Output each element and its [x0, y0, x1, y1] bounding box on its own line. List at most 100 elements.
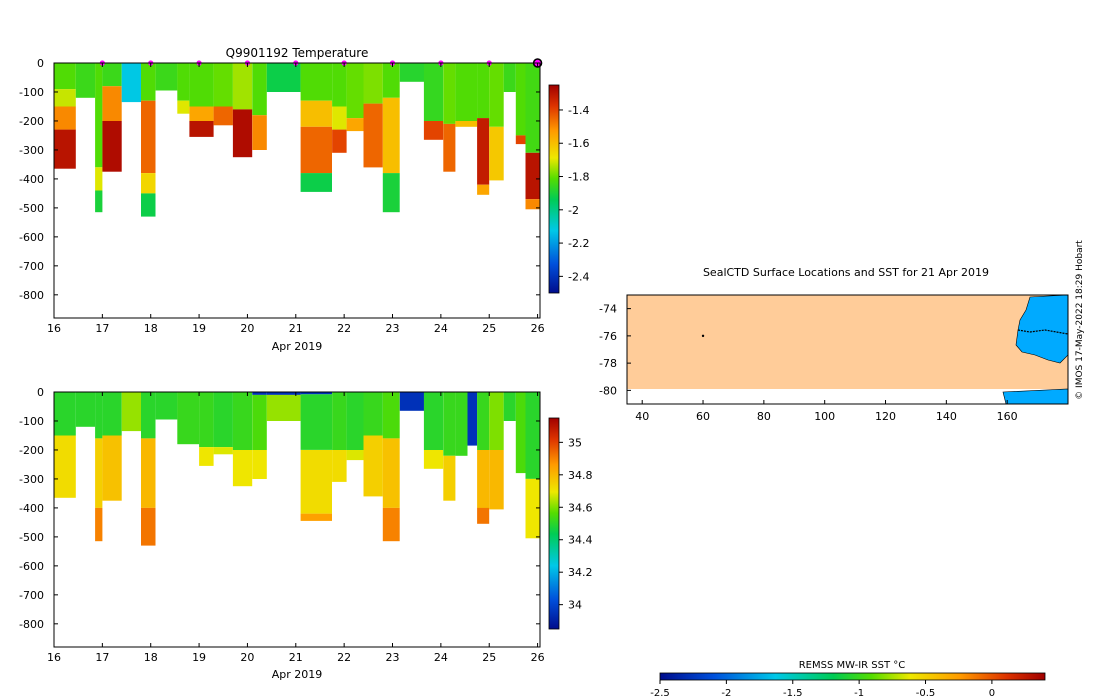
map-x-tick-label: 140: [936, 410, 957, 423]
temp-colorbar-tick-label: -1.8: [568, 171, 589, 184]
sst-colorbar-frame: [659, 672, 1046, 681]
map-panel: SealCTD Surface Locations and SST for 21…: [599, 266, 1069, 699]
sal-cell: [252, 392, 267, 395]
sal-cell: [95, 438, 103, 508]
temp-cell: [382, 173, 400, 213]
salinity-heatmap: [54, 392, 540, 546]
sal-cell: [477, 507, 490, 524]
sal-cell: [363, 435, 383, 497]
sal-cell: [489, 450, 504, 510]
sst-colorbar-ticks: -2.5 -2 -1.5 -1 -0.5 0: [650, 680, 995, 699]
sal-cell: [102, 392, 122, 436]
map-sst-field: [627, 295, 1068, 389]
map-ice-edge-track: [1017, 329, 1069, 335]
temp-cell: [177, 100, 190, 114]
temp-x-tick-label: 16: [47, 322, 61, 335]
temp-cell: [95, 167, 103, 191]
sal-cell: [300, 450, 332, 514]
map-y-tick-label: -76: [599, 330, 617, 343]
temp-cell: [382, 97, 400, 174]
sal-x-tick-label: 17: [95, 651, 109, 664]
temp-y-tick-label: -200: [19, 115, 44, 128]
temperature-x-ticks: 16 17 18 19 20 21 22 23 24 25 26: [47, 63, 545, 335]
temp-y-tick-label: -300: [19, 144, 44, 157]
salinity-xlabel: Apr 2019: [272, 668, 323, 681]
sal-cell: [525, 392, 540, 479]
temp-cell: [189, 106, 214, 121]
map-y-ticks: -74 -76 -78 -80: [599, 303, 631, 397]
temp-y-tick-label: -700: [19, 260, 44, 273]
sal-x-tick-label: 21: [289, 651, 303, 664]
temp-cell: [54, 89, 76, 107]
sal-cell: [141, 507, 156, 546]
temp-cell: [300, 100, 332, 127]
temp-cell: [252, 63, 267, 116]
sal-colorbar-tick-label: 35: [568, 436, 582, 449]
map-x-tick-label: 160: [997, 410, 1018, 423]
temp-cell: [300, 63, 332, 101]
sal-colorbar-tick-label: 34: [568, 599, 582, 612]
temp-x-tick-label: 26: [531, 322, 545, 335]
temp-cell: [102, 86, 122, 121]
salinity-y-ticks: 0 -100 -200 -300 -400 -500 -600 -700 -800: [19, 386, 540, 631]
temperature-panel: Q9901192 Temperature 16 17 18 19 20 21 22 23 24 2…: [19, 46, 589, 353]
temp-cell: [332, 63, 347, 107]
sal-x-tick-label: 22: [337, 651, 351, 664]
sal-cell: [213, 447, 233, 455]
temp-cell: [477, 63, 490, 119]
map-title: SealCTD Surface Locations and SST for 21…: [703, 266, 989, 279]
temp-y-tick-label: -100: [19, 86, 44, 99]
map-x-ticks: 40 60 80 100 120 140 160: [635, 400, 1018, 423]
sal-x-tick-label: 16: [47, 651, 61, 664]
temp-y-tick-label: -800: [19, 289, 44, 302]
temp-cell: [177, 63, 190, 101]
temp-x-tick-label: 20: [240, 322, 254, 335]
sal-cell: [141, 392, 156, 439]
temp-cell: [515, 63, 526, 136]
sal-y-tick-label: -600: [19, 560, 44, 573]
temp-cell: [266, 63, 301, 92]
temp-colorbar-tick-label: -2.2: [568, 237, 589, 250]
sal-cell: [252, 394, 267, 450]
sal-cell: [443, 455, 456, 501]
sal-cell: [54, 435, 76, 498]
temp-cell: [141, 100, 156, 174]
temp-cell: [489, 63, 504, 127]
temp-cell: [477, 118, 490, 185]
temp-cell: [121, 63, 141, 103]
temp-cell: [252, 115, 267, 150]
temp-x-tick-label: 24: [434, 322, 448, 335]
sal-y-tick-label: 0: [37, 386, 44, 399]
temp-x-tick-label: 25: [482, 322, 496, 335]
sal-cell: [121, 392, 141, 432]
map-x-tick-label: 40: [635, 410, 649, 423]
sal-y-tick-label: -500: [19, 531, 44, 544]
sal-y-tick-label: -100: [19, 415, 44, 428]
temp-cell: [525, 152, 540, 200]
sst-colorbar-tick-label: -0.5: [916, 688, 936, 699]
sal-cell: [477, 450, 490, 508]
temp-cell: [382, 63, 400, 98]
temp-cell: [54, 106, 76, 130]
sal-cell: [382, 507, 400, 542]
map-y-tick-label: -78: [599, 357, 617, 370]
temp-cell: [300, 126, 332, 174]
map-seal-locations: [701, 334, 705, 338]
temp-colorbar-tick-label: -1.4: [568, 104, 589, 117]
temp-y-tick-label: -400: [19, 173, 44, 186]
sal-cell: [300, 513, 332, 521]
salinity-colorbar: [549, 418, 559, 629]
temp-cell: [346, 118, 364, 132]
sal-cell: [232, 450, 253, 487]
sal-cell: [199, 392, 214, 448]
temp-cell: [95, 190, 103, 213]
sal-cell: [177, 392, 200, 445]
temp-cell: [477, 184, 490, 195]
salinity-axes-frame: [53, 391, 541, 648]
temperature-colorbar: [549, 85, 559, 293]
temp-cell: [503, 63, 516, 92]
sal-cell: [95, 392, 103, 439]
sal-cell: [95, 507, 103, 542]
temp-cell: [423, 63, 444, 121]
temp-cell: [189, 121, 214, 137]
